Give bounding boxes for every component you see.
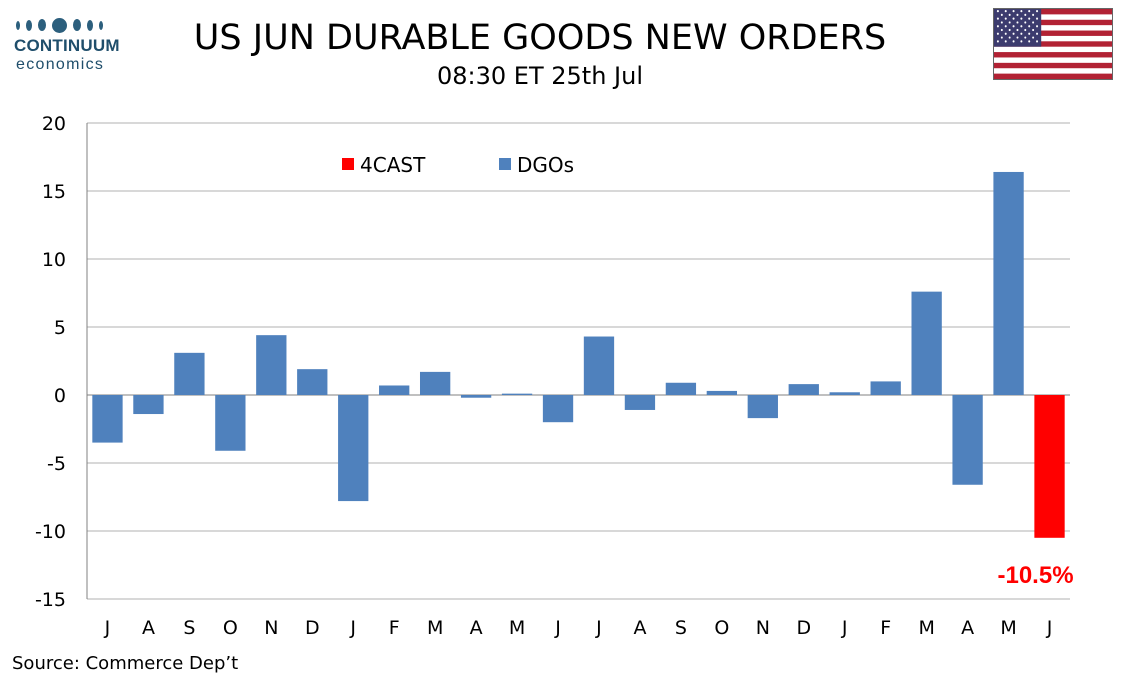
x-tick-label: N <box>756 617 770 639</box>
dgos-bar <box>952 395 983 485</box>
dgos-bar <box>542 395 574 423</box>
dgos-bar <box>706 390 738 395</box>
x-tick-label: M <box>918 617 934 639</box>
x-tick-label: F <box>880 617 891 639</box>
x-tick-label: M <box>427 617 443 639</box>
y-tick-label: 5 <box>54 317 66 339</box>
dgos-bar <box>829 392 860 395</box>
dgos-bar <box>379 385 410 395</box>
x-tick-label: S <box>183 617 195 639</box>
x-tick-label: J <box>349 617 356 639</box>
chart-title: US JUN DURABLE GOODS NEW ORDERS <box>193 18 887 58</box>
dgos-bar <box>338 395 369 502</box>
dgos-bar <box>133 395 164 415</box>
dgos-bar <box>747 395 778 419</box>
y-tick-label: -5 <box>47 453 66 475</box>
x-tick-label: A <box>633 617 646 639</box>
y-tick-label: 15 <box>42 181 66 203</box>
y-tick-label: -10 <box>35 521 66 543</box>
x-tick-label: A <box>470 617 483 639</box>
dgos-bar <box>419 371 451 395</box>
source-note: Source: Commerce Dep’t <box>12 653 239 674</box>
logo-wordmark-continuum: CONTINUUM <box>14 36 120 55</box>
dgos-bar <box>624 395 656 410</box>
logo-dots-icon <box>14 14 134 36</box>
x-tick-label: J <box>595 617 602 639</box>
dgos-bar <box>256 335 287 395</box>
x-tick-label: N <box>264 617 278 639</box>
x-tick-label: M <box>1000 617 1016 639</box>
x-tick-label: D <box>796 617 811 639</box>
x-tick-label: A <box>961 617 974 639</box>
dgos-bar <box>297 369 328 395</box>
x-tick-label: D <box>305 617 320 639</box>
dgos-bar <box>870 381 901 395</box>
legend: 4CAST DGOs <box>342 153 574 177</box>
continuum-logo: CONTINUUM economics <box>14 14 134 74</box>
dgos-bar <box>665 382 697 395</box>
logo-wordmark-economics: economics <box>16 56 105 73</box>
x-tick-label: A <box>142 617 155 639</box>
x-tick-label: F <box>389 617 400 639</box>
dgos-bar <box>911 291 942 395</box>
x-tick-label: J <box>1046 617 1053 639</box>
x-tick-label: O <box>223 617 238 639</box>
x-tick-label: M <box>509 617 525 639</box>
legend-swatch <box>499 158 511 170</box>
legend-label: 4CAST <box>360 153 426 177</box>
dgos-bar <box>92 395 123 443</box>
x-tick-label: S <box>675 617 687 639</box>
chart-subtitle: 08:30 ET 25th Jul <box>437 62 643 90</box>
forecast-data-label: -10.5% <box>997 562 1073 589</box>
x-tick-label: J <box>841 617 848 639</box>
legend-swatch <box>342 158 354 170</box>
dgos-bar <box>215 395 246 451</box>
y-tick-label: 0 <box>54 385 66 407</box>
dgos-bar <box>501 393 533 395</box>
y-tick-label: 10 <box>42 249 66 271</box>
forecast-bar <box>1034 395 1065 538</box>
us-flag-icon <box>993 8 1113 80</box>
dgos-bar <box>583 336 615 395</box>
x-tick-label: O <box>714 617 729 639</box>
x-tick-label: J <box>104 617 111 639</box>
dgos-bar <box>174 352 205 395</box>
dgos-bar <box>788 384 819 395</box>
y-tick-label: 20 <box>42 113 66 135</box>
x-tick-label: J <box>554 617 561 639</box>
dgos-bar <box>460 395 492 398</box>
dgos-bar <box>993 171 1024 395</box>
y-tick-label: -15 <box>35 589 66 611</box>
legend-label: DGOs <box>517 153 574 177</box>
